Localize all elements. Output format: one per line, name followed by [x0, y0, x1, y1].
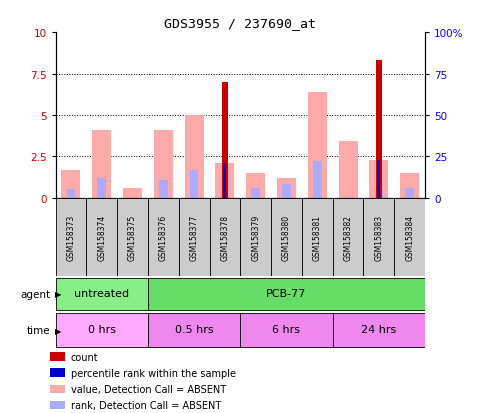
Text: GSM158384: GSM158384 [405, 214, 414, 261]
Bar [223, 164, 227, 198]
Text: time: time [27, 325, 51, 335]
Bar [240, 314, 333, 347]
Bar [210, 198, 240, 277]
Bar [56, 198, 86, 277]
Bar [339, 142, 357, 198]
Bar [374, 190, 383, 198]
Text: GSM158380: GSM158380 [282, 214, 291, 261]
Bar [56, 314, 148, 347]
Text: GSM158377: GSM158377 [190, 214, 199, 261]
Text: agent: agent [21, 289, 51, 299]
Bar [50, 368, 65, 377]
Text: GDS3955 / 237690_at: GDS3955 / 237690_at [164, 17, 316, 29]
Bar [369, 160, 388, 198]
Bar [240, 198, 271, 277]
Text: value, Detection Call = ABSENT: value, Detection Call = ABSENT [71, 384, 226, 394]
Bar [50, 385, 65, 394]
Text: GSM158375: GSM158375 [128, 214, 137, 261]
Bar [98, 178, 106, 198]
Bar [179, 198, 210, 277]
Bar [148, 278, 425, 310]
Bar [376, 61, 382, 198]
Text: GSM158383: GSM158383 [374, 214, 384, 261]
Text: ▶: ▶ [55, 290, 61, 299]
Bar [222, 83, 227, 198]
Bar [271, 198, 302, 277]
Bar [277, 178, 296, 198]
Text: GSM158374: GSM158374 [97, 214, 106, 261]
Text: 0 hrs: 0 hrs [88, 325, 116, 335]
Bar [61, 170, 81, 198]
Text: count: count [71, 352, 98, 362]
Bar [302, 198, 333, 277]
Text: GSM158376: GSM158376 [159, 214, 168, 261]
Bar [56, 278, 148, 310]
Text: GSM158381: GSM158381 [313, 214, 322, 261]
Bar [190, 170, 199, 198]
Bar [67, 190, 75, 198]
Text: 6 hrs: 6 hrs [272, 325, 300, 335]
Bar [86, 198, 117, 277]
Text: rank, Detection Call = ABSENT: rank, Detection Call = ABSENT [71, 400, 221, 410]
Bar [400, 173, 419, 198]
Text: 24 hrs: 24 hrs [361, 325, 397, 335]
Bar [50, 353, 65, 361]
Bar [246, 173, 265, 198]
Bar [148, 198, 179, 277]
Bar [333, 314, 425, 347]
Text: percentile rank within the sample: percentile rank within the sample [71, 368, 236, 378]
Bar [92, 131, 111, 198]
Bar [308, 93, 327, 198]
Bar [394, 198, 425, 277]
Bar [282, 185, 291, 198]
Text: GSM158373: GSM158373 [67, 214, 75, 261]
Bar [215, 164, 234, 198]
Bar [159, 180, 168, 198]
Text: untreated: untreated [74, 289, 129, 299]
Bar [377, 160, 381, 198]
Bar [154, 131, 173, 198]
Bar [333, 198, 364, 277]
Bar [313, 162, 322, 198]
Bar [50, 401, 65, 409]
Bar [251, 188, 260, 198]
Bar [405, 188, 414, 198]
Text: ▶: ▶ [55, 326, 61, 335]
Bar [364, 198, 394, 277]
Bar [123, 188, 142, 198]
Bar [185, 116, 204, 198]
Text: GSM158382: GSM158382 [343, 214, 353, 261]
Bar [117, 198, 148, 277]
Text: GSM158379: GSM158379 [251, 214, 260, 261]
Text: PCB-77: PCB-77 [266, 289, 307, 299]
Bar [148, 314, 241, 347]
Text: 0.5 hrs: 0.5 hrs [175, 325, 213, 335]
Text: GSM158378: GSM158378 [220, 214, 229, 261]
